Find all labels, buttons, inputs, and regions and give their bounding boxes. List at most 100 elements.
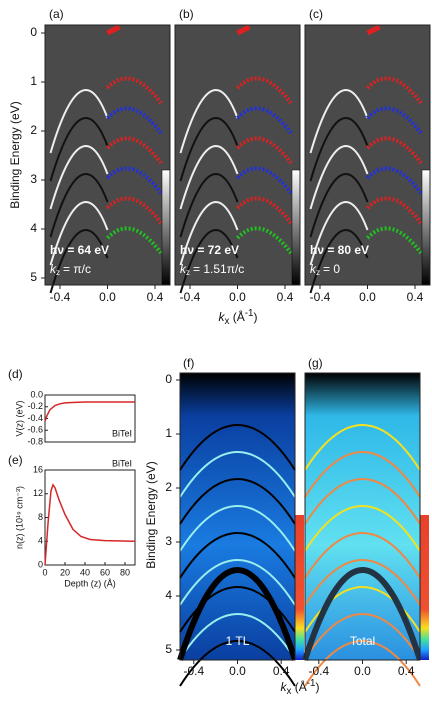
panel-label: (f) — [183, 356, 194, 370]
panel-label: (c) — [309, 7, 323, 21]
band — [179, 173, 239, 238]
band — [179, 201, 239, 266]
fit-points — [106, 196, 163, 225]
sub: z — [316, 268, 320, 277]
x-tick-label: 0.4 — [277, 290, 294, 304]
band — [304, 478, 421, 525]
close: ) — [315, 680, 319, 694]
y-tick-label: 8 — [38, 512, 43, 522]
line — [44, 483, 136, 566]
fit-points — [236, 24, 251, 36]
panel-label: (g) — [308, 356, 323, 370]
sup: -1 — [245, 308, 254, 319]
band — [179, 478, 296, 525]
y-tick-label: -0.4 — [27, 413, 43, 423]
fit-points — [366, 196, 423, 225]
line — [44, 401, 135, 422]
x-tick-label: -0.4 — [310, 290, 331, 304]
band — [179, 117, 239, 182]
annotation: BiTeI — [112, 458, 132, 468]
sup: -1 — [307, 678, 316, 689]
fit-points — [106, 226, 163, 255]
y-axis-label: Binding Energy (eV) — [8, 101, 22, 208]
panel-label: (e) — [8, 453, 23, 467]
k: k — [50, 262, 57, 276]
photon-energy: hν = 64 eV — [50, 243, 109, 257]
fit-points — [236, 196, 293, 225]
y-tick-label: 0 — [38, 559, 43, 569]
colorbar — [295, 515, 304, 660]
panel-label: (b) — [179, 7, 194, 21]
colorbar — [161, 169, 171, 286]
sub: x — [287, 686, 292, 697]
x-tick-label: 0.4 — [398, 664, 415, 678]
band — [179, 640, 296, 687]
x-tick-label: 20 — [60, 567, 70, 577]
fit-points — [366, 76, 423, 105]
band — [49, 145, 109, 210]
y-tick-label: 5 — [165, 642, 172, 656]
k: k — [281, 680, 288, 694]
colorbar — [420, 515, 429, 660]
band — [309, 89, 369, 154]
band — [304, 451, 421, 498]
x-tick-label: 0.0 — [229, 664, 246, 678]
x-axis-label: Depth (z) (Å) — [64, 578, 116, 588]
panel-label: (a) — [49, 7, 64, 21]
band — [177, 567, 298, 661]
colorbar — [421, 169, 431, 286]
y-tick-label: 0 — [165, 372, 172, 386]
colorbar — [291, 169, 301, 286]
x-axis-label: kx (Å-1) — [219, 308, 258, 327]
y-tick-label: 1 — [165, 426, 172, 440]
y-tick-label: 12 — [33, 488, 43, 498]
y-tick-label: -0.6 — [27, 425, 43, 435]
y-tick-label: -0.2 — [27, 401, 43, 411]
y-tick-label: 2 — [30, 123, 37, 137]
annotation: BiTeI — [112, 428, 132, 438]
panel-label: (d) — [8, 367, 23, 381]
band — [309, 173, 369, 238]
kz-label: kz = π/c — [50, 262, 91, 277]
x-tick-label: 0.0 — [99, 290, 116, 304]
band — [309, 201, 369, 266]
x-axis-label: kx (Å-1) — [281, 678, 320, 697]
y-axis-label: Binding Energy (eV) — [144, 461, 158, 568]
fit-points — [236, 76, 293, 105]
band — [179, 532, 296, 579]
val: = π/c — [63, 262, 91, 276]
y-axis-label: n(z) (10¹⁹ cm⁻³) — [14, 486, 24, 549]
fit-points — [366, 166, 423, 195]
band — [304, 532, 421, 579]
y-tick-label: 4 — [30, 221, 37, 235]
band — [179, 89, 239, 154]
y-tick-label: 0.0 — [30, 389, 43, 399]
fit-points — [236, 226, 293, 255]
band — [309, 229, 369, 294]
band — [179, 145, 239, 210]
x-tick-label: -0.4 — [308, 664, 329, 678]
k: k — [219, 310, 226, 324]
band — [304, 424, 421, 471]
x-tick-label: 0.0 — [354, 664, 371, 678]
y-tick-label: 4 — [38, 536, 43, 546]
fit-points — [106, 106, 163, 135]
y-tick-label: 5 — [30, 270, 37, 284]
fit-points — [366, 136, 423, 165]
y-tick-label: 1 — [30, 74, 37, 88]
fit-points — [236, 106, 293, 135]
unit: (Å — [229, 309, 244, 324]
band — [49, 201, 109, 266]
fit-points — [106, 166, 163, 195]
band — [179, 229, 239, 294]
k: k — [310, 262, 317, 276]
band — [304, 640, 421, 687]
x-tick-label: -0.4 — [183, 664, 204, 678]
x-tick-label: 0.4 — [407, 290, 424, 304]
fit-points — [106, 76, 163, 105]
x-tick-label: 80 — [120, 567, 130, 577]
photon-energy: hν = 72 eV — [180, 243, 239, 257]
val: = 0 — [323, 262, 340, 276]
y-tick-label: -0.8 — [27, 436, 43, 446]
band — [49, 117, 109, 182]
